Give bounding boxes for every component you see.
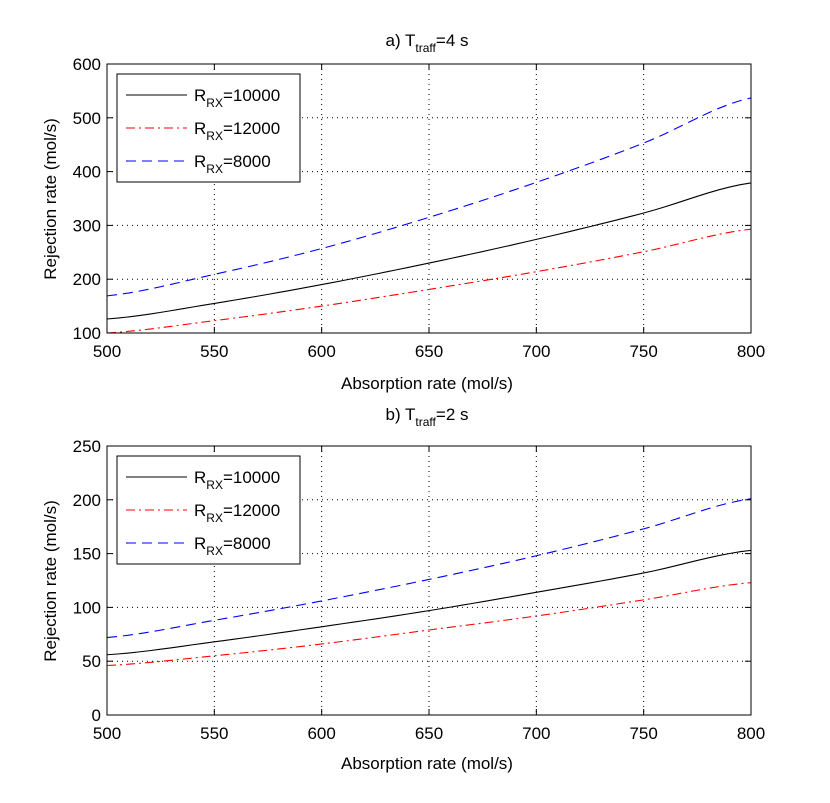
- chart-b-series-line-2: [106, 498, 752, 639]
- chart-b-title-prefix: b) T: [386, 405, 416, 424]
- chart-b-y-tick-label-2: 100: [73, 598, 101, 617]
- chart-b-ticks: [106, 445, 752, 716]
- chart-a-x-tick-label-2: 600: [307, 342, 335, 361]
- chart-a-series-line-1: [106, 228, 752, 334]
- chart-a-x-tick-label-0: 500: [93, 342, 121, 361]
- chart-b-y-tick-label-5: 250: [73, 437, 101, 456]
- chart-a-legend: RRX=10000 RRX=12000 RRX=8000: [116, 73, 301, 183]
- chart-b-legend-entry-1: RRX=12000: [126, 501, 280, 525]
- chart-b-y-tick-label-0: 0: [92, 706, 101, 725]
- chart-a-y-tick-label-2: 300: [73, 216, 101, 235]
- chart-b-x-tick-label-6: 800: [737, 724, 765, 743]
- chart-b-legend-label-0: RRX=10000: [194, 468, 280, 492]
- chart-b-legend-entry-0: RRX=10000: [126, 468, 280, 492]
- chart-a-legend-entry-1: RRX=12000: [126, 119, 280, 143]
- chart-b-x-tick-label-5: 750: [629, 724, 657, 743]
- chart-a-y-tick-label-1: 200: [73, 270, 101, 289]
- chart-a-x-tick-label-4: 700: [522, 342, 550, 361]
- chart-a-title-suffix: =4 s: [436, 31, 469, 50]
- chart-b-x-tick-label-4: 700: [522, 724, 550, 743]
- chart-a-title-sub: traff: [415, 41, 436, 55]
- chart-a-legend-entry-2: RRX=8000: [126, 152, 271, 176]
- chart-a-series: [106, 97, 752, 334]
- chart-a-y-tick-label-4: 500: [73, 109, 101, 128]
- chart-a-x-tick-label-5: 750: [629, 342, 657, 361]
- chart-b-title-suffix: =2 s: [436, 405, 469, 424]
- chart-a-legend-label-0: RRX=10000: [194, 86, 280, 110]
- chart-a-ticks: [106, 63, 752, 334]
- chart-b-x-tick-label-0: 500: [93, 724, 121, 743]
- chart-b-legend-entry-2: RRX=8000: [126, 534, 271, 558]
- chart-a-y-tick-label-0: 100: [73, 324, 101, 343]
- chart-a-title: a) Ttraff=4 s: [386, 31, 469, 55]
- chart-a: a) Ttraff=4 s 500 550 600 650 700 750 800 100 2…: [41, 31, 765, 393]
- chart-a-legend-label-1: RRX=12000: [194, 119, 280, 143]
- chart-a-y-tick-labels: 100 200 300 400 500 600: [73, 55, 101, 343]
- chart-b-xlabel: Absorption rate (mol/s): [341, 754, 513, 773]
- chart-b: b) Ttraff=2 s 500 550 600 650 700 750 800 0 50 1…: [41, 405, 765, 773]
- chart-a-xlabel: Absorption rate (mol/s): [341, 374, 513, 393]
- chart-a-y-tick-label-5: 600: [73, 55, 101, 74]
- chart-b-x-tick-labels: 500 550 600 650 700 750 800: [93, 724, 765, 743]
- chart-a-x-tick-label-3: 650: [415, 342, 443, 361]
- chart-a-legend-label-2: RRX=8000: [194, 152, 271, 176]
- chart-b-y-tick-label-3: 150: [73, 545, 101, 564]
- chart-b-ylabel: Rejection rate (mol/s): [41, 500, 60, 662]
- chart-b-series: [106, 498, 752, 667]
- chart-b-series-line-0: [106, 549, 752, 656]
- chart-b-y-tick-labels: 0 50 100 150 200 250: [73, 437, 101, 725]
- chart-a-x-tick-label-6: 800: [737, 342, 765, 361]
- chart-b-title: b) Ttraff=2 s: [386, 405, 469, 429]
- chart-b-x-tick-label-3: 650: [415, 724, 443, 743]
- chart-a-y-tick-label-3: 400: [73, 163, 101, 182]
- chart-b-y-tick-label-4: 200: [73, 491, 101, 510]
- chart-a-title-prefix: a) T: [386, 31, 416, 50]
- chart-b-legend-label-1: RRX=12000: [194, 501, 280, 525]
- chart-a-legend-entry-0: RRX=10000: [126, 86, 280, 110]
- chart-b-series-line-1: [106, 582, 752, 667]
- chart-b-legend-label-2: RRX=8000: [194, 534, 271, 558]
- chart-b-x-tick-label-1: 550: [200, 724, 228, 743]
- chart-a-x-tick-label-1: 550: [200, 342, 228, 361]
- chart-b-y-tick-label-1: 50: [82, 652, 101, 671]
- chart-b-x-tick-label-2: 600: [307, 724, 335, 743]
- chart-a-x-tick-labels: 500 550 600 650 700 750 800: [93, 342, 765, 361]
- chart-b-legend: RRX=10000 RRX=12000 RRX=8000: [116, 455, 301, 565]
- chart-b-title-sub: traff: [415, 415, 436, 429]
- chart-a-ylabel: Rejection rate (mol/s): [41, 118, 60, 280]
- chart-a-series-line-0: [106, 182, 752, 320]
